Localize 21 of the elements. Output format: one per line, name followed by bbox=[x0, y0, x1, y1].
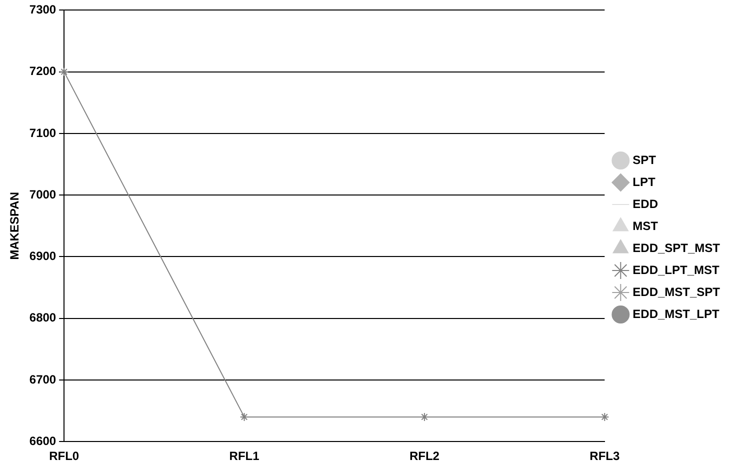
x-tick-label: RFL2 bbox=[409, 449, 440, 464]
y-tick-label: 7200 bbox=[29, 64, 56, 78]
x-tick-label: RFL3 bbox=[590, 449, 620, 464]
legend-label: EDD_MST_LPT bbox=[632, 306, 720, 321]
legend-label: EDD_SPT_MST bbox=[632, 240, 721, 255]
y-tick-label: 6700 bbox=[29, 372, 56, 386]
y-tick-label: 7000 bbox=[29, 187, 56, 202]
legend-label: EDD_LPT_MST bbox=[632, 262, 720, 277]
y-tick-label: 7300 bbox=[29, 2, 56, 17]
y-tick-label: 6900 bbox=[29, 249, 56, 264]
legend-label: EDD bbox=[632, 196, 658, 211]
legend-label: SPT bbox=[632, 152, 657, 167]
legend-label: MST bbox=[632, 218, 659, 233]
x-tick-label: RFL0 bbox=[49, 449, 80, 464]
y-tick-label: 6800 bbox=[29, 310, 56, 325]
y-tick-label: 7100 bbox=[29, 126, 56, 140]
x-tick-label: RFL1 bbox=[229, 449, 260, 464]
y-tick-label: 6600 bbox=[29, 434, 56, 448]
y-axis-title: MAKESPAN bbox=[8, 192, 22, 260]
legend-label: LPT bbox=[632, 174, 656, 189]
legend-label: EDD_MST_SPT bbox=[632, 284, 721, 299]
